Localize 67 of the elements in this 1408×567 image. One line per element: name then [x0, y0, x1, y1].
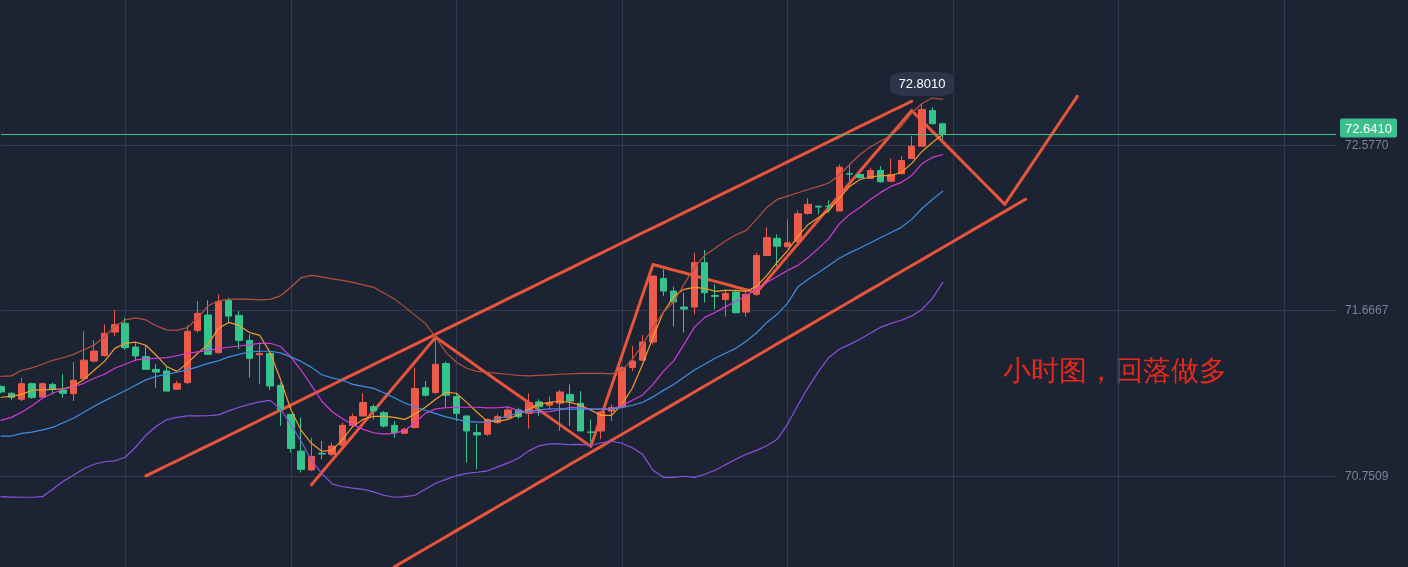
candlestick: [711, 283, 719, 310]
y-tick-label: 70.7509: [1345, 469, 1389, 484]
candlestick: [836, 163, 843, 212]
candlestick: [256, 342, 263, 385]
candlestick: [453, 392, 460, 422]
candlestick: [784, 218, 791, 248]
candlestick: [266, 352, 274, 391]
candlestick: [80, 330, 88, 382]
candlestick: [121, 317, 129, 351]
candlestick: [649, 275, 657, 345]
candlestick: [318, 440, 326, 460]
candlestick: [566, 383, 574, 427]
candlestick: [691, 252, 698, 315]
candlestick: [846, 163, 853, 182]
candlestick: [877, 165, 884, 184]
candlestick: [173, 380, 181, 391]
candlestick: [287, 413, 295, 454]
line-series: [0, 97, 944, 378]
candlestick: [929, 106, 936, 125]
y-tick-label: 72.5770: [1345, 138, 1389, 153]
candlestick: [422, 380, 429, 398]
candlestick: [225, 297, 232, 324]
y-tick-label: 71.6667: [1345, 303, 1389, 318]
candlestick: [277, 382, 284, 427]
candlestick: [804, 197, 812, 215]
candlestick: [215, 293, 222, 354]
candlestick: [59, 373, 67, 399]
line-series: [0, 281, 944, 498]
candlestick: [597, 410, 605, 440]
candlestick: [370, 403, 377, 420]
candlestick: [742, 290, 750, 318]
candlestick: [660, 268, 667, 297]
candlestick: [142, 344, 150, 370]
candlestick: [556, 389, 564, 432]
candlestick: [194, 300, 201, 334]
candlestick: [18, 377, 25, 402]
candlestick: [163, 365, 170, 392]
candlestick: [442, 361, 450, 409]
ref-line-label: 72.6410: [1345, 120, 1392, 136]
candlestick: [680, 292, 688, 334]
candlestick: [763, 226, 771, 257]
candlestick: [856, 173, 864, 179]
candlestick: [815, 205, 822, 215]
candlestick: [101, 323, 108, 358]
candlestick: [732, 290, 740, 314]
candlestick: [235, 310, 243, 350]
candlestick: [908, 135, 915, 160]
annotation: 72.8010: [898, 76, 946, 92]
candlestick: [132, 342, 139, 362]
candlestick: [432, 337, 439, 395]
candlestick: [297, 417, 305, 474]
candlestick: [773, 233, 781, 267]
candlestick: [629, 345, 636, 372]
candlestick: [339, 422, 346, 449]
candlestick: [463, 415, 470, 464]
candlestick: [587, 418, 595, 444]
candlestick: [90, 339, 98, 364]
candlestick: [722, 288, 729, 318]
candlestick: [359, 392, 367, 418]
candlestick: [794, 210, 802, 244]
candlestick: [701, 249, 708, 304]
candlestick: [152, 363, 160, 389]
candlestick: [204, 299, 212, 356]
candlestick: [391, 420, 398, 439]
candlestick: [473, 423, 481, 470]
candlestick: [918, 104, 926, 147]
candlestick: [753, 252, 760, 297]
